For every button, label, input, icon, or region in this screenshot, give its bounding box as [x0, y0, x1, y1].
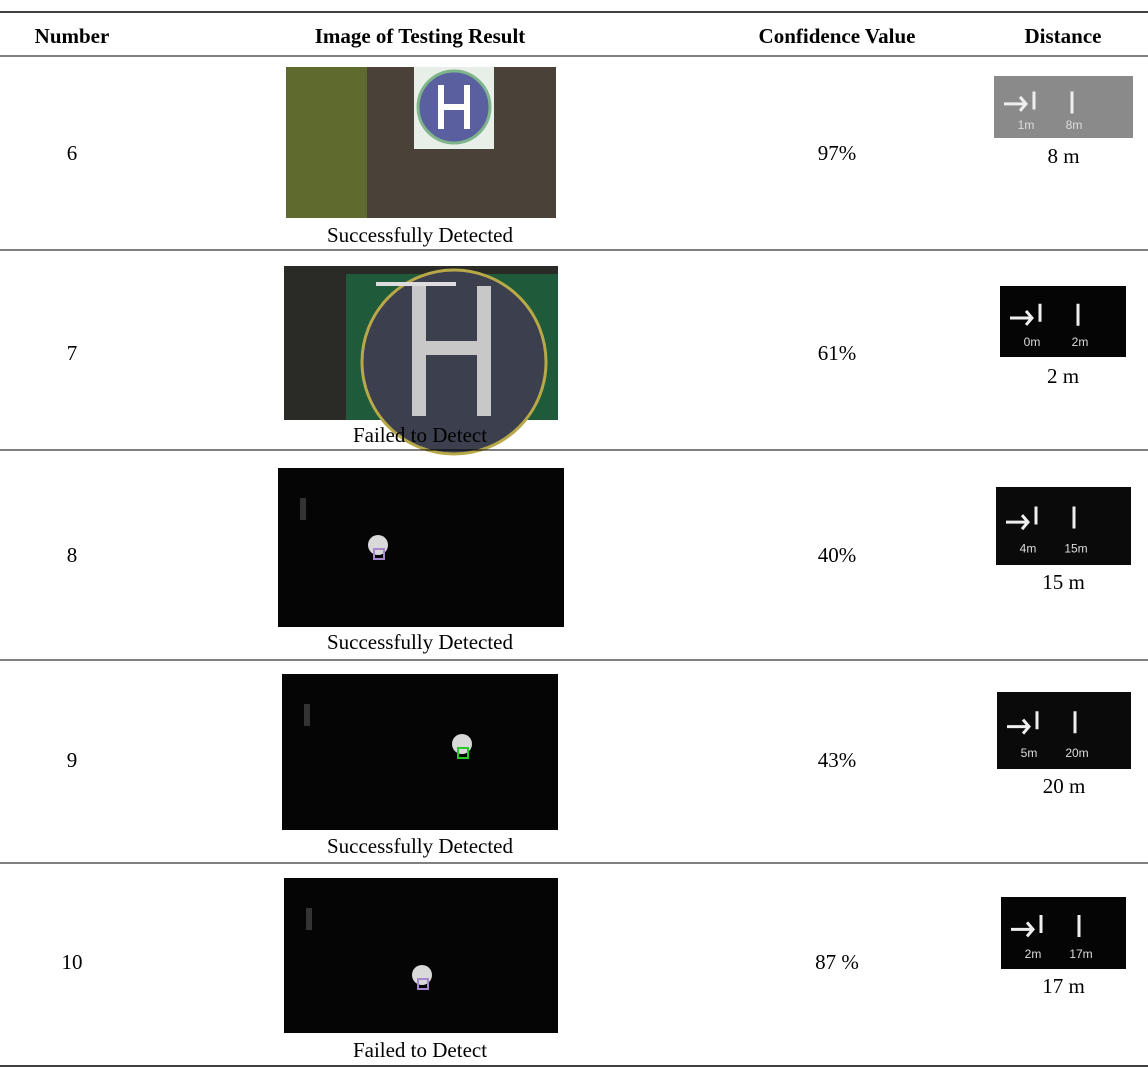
- osd-label: 2m: [1072, 335, 1089, 349]
- osd-label: 1m: [1018, 118, 1035, 132]
- osd-label: 17m: [1069, 947, 1092, 961]
- detect-box: [457, 747, 469, 759]
- distance-panel: [1000, 286, 1126, 357]
- pad-circle: [360, 268, 548, 456]
- result-caption: Successfully Detected: [327, 223, 514, 247]
- test-image: [284, 266, 558, 456]
- post: [304, 704, 310, 726]
- pad-h: [412, 286, 491, 416]
- osd-label: 5m: [1021, 746, 1038, 760]
- osd-label: 20m: [1065, 746, 1088, 760]
- row-number: 7: [67, 341, 78, 365]
- header-cell: Distance: [1025, 24, 1102, 48]
- osd-icon: [1004, 91, 1074, 114]
- distance: 8 m: [1047, 144, 1079, 168]
- night: [282, 674, 558, 830]
- distance: 17 m: [1042, 974, 1085, 998]
- detect-box: [376, 282, 456, 286]
- row-number: 8: [67, 543, 78, 567]
- night: [278, 468, 564, 627]
- osd-icon: [1006, 506, 1076, 531]
- detect-box: [417, 978, 429, 990]
- osd-label: 15m: [1064, 542, 1087, 556]
- distance-panel: [994, 76, 1133, 138]
- osd-label: 4m: [1020, 542, 1037, 556]
- osd-label: 2m: [1025, 947, 1042, 961]
- post: [300, 498, 306, 520]
- post: [306, 908, 312, 930]
- night: [284, 878, 558, 1033]
- distance-panel: [997, 692, 1131, 769]
- confidence: 43%: [818, 748, 857, 772]
- result-caption: Successfully Detected: [327, 834, 514, 858]
- grass: [286, 67, 367, 218]
- distance-panel: [996, 487, 1131, 565]
- detect-box: [373, 548, 385, 560]
- osd-icon: [1011, 915, 1081, 938]
- test-image: [284, 878, 558, 1033]
- osd-icon: [1010, 303, 1080, 326]
- distance: 15 m: [1042, 570, 1085, 594]
- result-caption: Failed to Detect: [353, 423, 487, 447]
- test-image: [286, 67, 556, 218]
- row-number: 10: [62, 950, 83, 974]
- result-caption: Failed to Detect: [353, 1038, 487, 1062]
- osd-label: 8m: [1066, 118, 1083, 132]
- header-cell: Image of Testing Result: [315, 24, 526, 48]
- result-caption: Successfully Detected: [327, 630, 514, 654]
- confidence: 97%: [818, 141, 857, 165]
- test-image: [282, 674, 558, 830]
- confidence: 40%: [818, 543, 857, 567]
- osd-icon: [1007, 711, 1077, 735]
- header-cell: Number: [35, 24, 110, 48]
- osd-label: 0m: [1024, 335, 1041, 349]
- distance: 20 m: [1043, 774, 1086, 798]
- confidence: 87 %: [815, 950, 859, 974]
- pad-h: [438, 85, 470, 129]
- row-number: 6: [67, 141, 78, 165]
- confidence: 61%: [818, 341, 857, 365]
- distance: 2 m: [1047, 364, 1079, 388]
- row-number: 9: [67, 748, 78, 772]
- distance-panel: [1001, 897, 1126, 969]
- header-cell: Confidence Value: [759, 24, 916, 48]
- test-image: [278, 468, 564, 627]
